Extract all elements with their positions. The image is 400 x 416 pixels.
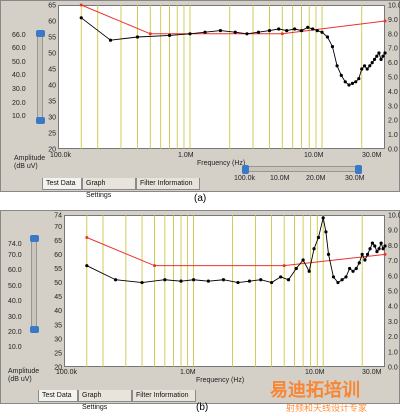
amp-tick: 50.0 xyxy=(12,59,26,66)
amp-tick: 66.0 xyxy=(12,32,26,39)
amp-tick: 70.0 xyxy=(8,252,22,259)
range-label: 30.0M xyxy=(345,175,365,182)
x-tick: 10.0M xyxy=(304,152,324,159)
amplitude-range-slider[interactable] xyxy=(30,235,39,333)
amplitude-label: Amplitude xyxy=(8,368,40,375)
amplitude-slider-bottom-thumb[interactable] xyxy=(36,117,45,124)
x-tick: 30.0M xyxy=(362,369,382,376)
tab-graph-settings[interactable]: Graph Settings xyxy=(82,178,136,199)
x-axis-label: Frequency (Hz) xyxy=(196,377,245,384)
amplitude-slider-top-thumb[interactable] xyxy=(36,30,45,37)
amp-tick: 60.0 xyxy=(12,45,26,52)
amp-tick: 40.0 xyxy=(8,298,22,305)
range-label: 20.0M xyxy=(306,175,326,182)
amp-tick: 30.0 xyxy=(8,314,22,321)
tab-test-data[interactable]: Test Data xyxy=(42,178,82,190)
tab-filter-information[interactable]: Filter Information xyxy=(136,178,200,190)
tab-graph-settings[interactable]: Graph Settings xyxy=(78,390,132,411)
frequency-slider-left-thumb[interactable] xyxy=(242,165,249,174)
panel-a-plot xyxy=(58,5,385,149)
amp-tick: 60.0 xyxy=(8,267,22,274)
caption-a: (a) xyxy=(194,193,207,204)
watermark-subtitle: 射频和天线设计专家 xyxy=(286,403,368,413)
x-axis-label: Frequency (Hz) xyxy=(197,160,246,167)
x-tick: 30.0M xyxy=(362,152,382,159)
amp-tick: 50.0 xyxy=(8,283,22,290)
panel-b-plot xyxy=(64,215,385,367)
amplitude-label: Amplitude xyxy=(14,155,46,162)
tab-test-data[interactable]: Test Data xyxy=(38,390,78,402)
range-label: 10.0M xyxy=(270,175,290,182)
amplitude-slider-bottom-thumb[interactable] xyxy=(30,326,39,333)
x-tick: 10.0M xyxy=(305,369,325,376)
x-tick: 1.0M xyxy=(180,369,196,376)
x-tick: 100.0k xyxy=(56,369,78,376)
amp-tick: 74.0 xyxy=(8,241,22,248)
amp-tick: 20.0 xyxy=(8,329,22,336)
amplitude-unit: (dB uV) xyxy=(8,376,32,383)
tab-filter-information[interactable]: Filter Information xyxy=(132,390,196,402)
caption-b: (b) xyxy=(196,402,209,413)
x-tick: 1.0M xyxy=(178,152,194,159)
amp-tick: 10.0 xyxy=(8,344,22,351)
watermark-title: 易迪拓培训 xyxy=(270,380,360,400)
amp-tick: 30.0 xyxy=(12,86,26,93)
amp-tick: 20.0 xyxy=(12,100,26,107)
range-label: 100.0k xyxy=(234,175,256,182)
frequency-slider-right-thumb[interactable] xyxy=(355,165,362,174)
amplitude-range-slider[interactable] xyxy=(36,30,45,124)
amp-tick: 10.0 xyxy=(12,113,26,120)
frequency-range-slider[interactable] xyxy=(242,165,362,174)
amplitude-unit: (dB uV) xyxy=(14,163,38,170)
amp-tick: 40.0 xyxy=(12,72,26,79)
amplitude-slider-top-thumb[interactable] xyxy=(30,235,39,242)
x-tick: 100.0k xyxy=(50,152,72,159)
